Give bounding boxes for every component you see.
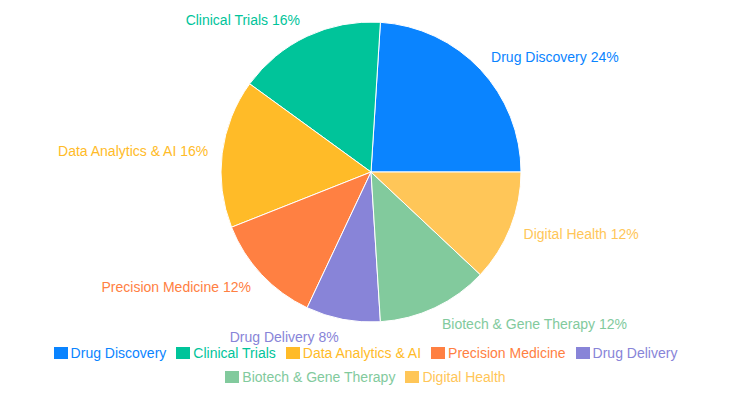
legend-swatch [576, 347, 590, 359]
legend-item[interactable]: Biotech & Gene Therapy [225, 369, 395, 385]
data-label: Drug Delivery 8% [230, 329, 339, 345]
legend-text: Data Analytics & AI [303, 345, 421, 361]
legend-text: Digital Health [422, 369, 505, 385]
legend-text: Biotech & Gene Therapy [242, 369, 395, 385]
data-label: Precision Medicine 12% [101, 279, 250, 295]
label-value: 16% [272, 12, 300, 28]
legend-swatch [54, 347, 68, 359]
slice[interactable] [371, 172, 521, 275]
data-label: Drug Discovery 24% [491, 49, 619, 65]
legend-item[interactable]: Clinical Trials [176, 345, 275, 361]
legend-swatch [225, 371, 239, 383]
legend-item[interactable]: Drug Discovery [54, 345, 167, 361]
chart: Drug Discovery 24%Clinical Trials 16%Dat… [0, 0, 731, 397]
slice[interactable] [307, 172, 380, 322]
label-value: 12% [223, 279, 251, 295]
legend-text: Clinical Trials [193, 345, 275, 361]
label-value: 12% [611, 226, 639, 242]
label-category: Drug Delivery [230, 329, 315, 345]
label-category: Data Analytics & AI [58, 143, 176, 159]
legend-swatch [405, 371, 419, 383]
label-value: 24% [591, 49, 619, 65]
legend-item[interactable]: Data Analytics & AI [286, 345, 421, 361]
legend-item[interactable]: Drug Delivery [576, 345, 678, 361]
legend-swatch [431, 347, 445, 359]
data-label: Clinical Trials 16% [186, 12, 300, 28]
data-label: Data Analytics & AI 16% [58, 143, 208, 159]
slices [221, 22, 521, 322]
label-category: Biotech & Gene Therapy [442, 316, 595, 332]
legend-item[interactable]: Digital Health [405, 369, 505, 385]
data-label: Biotech & Gene Therapy 12% [442, 316, 627, 332]
legend-swatch [176, 347, 190, 359]
label-value: 12% [599, 316, 627, 332]
data-labels: Drug Discovery 24%Clinical Trials 16%Dat… [58, 12, 639, 345]
label-value: 16% [180, 143, 208, 159]
label-value: 8% [318, 329, 338, 345]
data-label: Digital Health 12% [524, 226, 639, 242]
legend: Drug Discovery Clinical Trials Data Analyt… [0, 345, 731, 385]
legend-text: Drug Delivery [593, 345, 678, 361]
label-category: Clinical Trials [186, 12, 268, 28]
legend-swatch [286, 347, 300, 359]
slice[interactable] [371, 22, 521, 172]
label-category: Digital Health [524, 226, 607, 242]
legend-item[interactable]: Precision Medicine [431, 345, 566, 361]
label-category: Precision Medicine [101, 279, 219, 295]
label-category: Drug Discovery [491, 49, 587, 65]
legend-text: Drug Discovery [71, 345, 167, 361]
legend-text: Precision Medicine [448, 345, 566, 361]
page: {"chart_data": {"type": "pie", "categori… [0, 0, 731, 397]
